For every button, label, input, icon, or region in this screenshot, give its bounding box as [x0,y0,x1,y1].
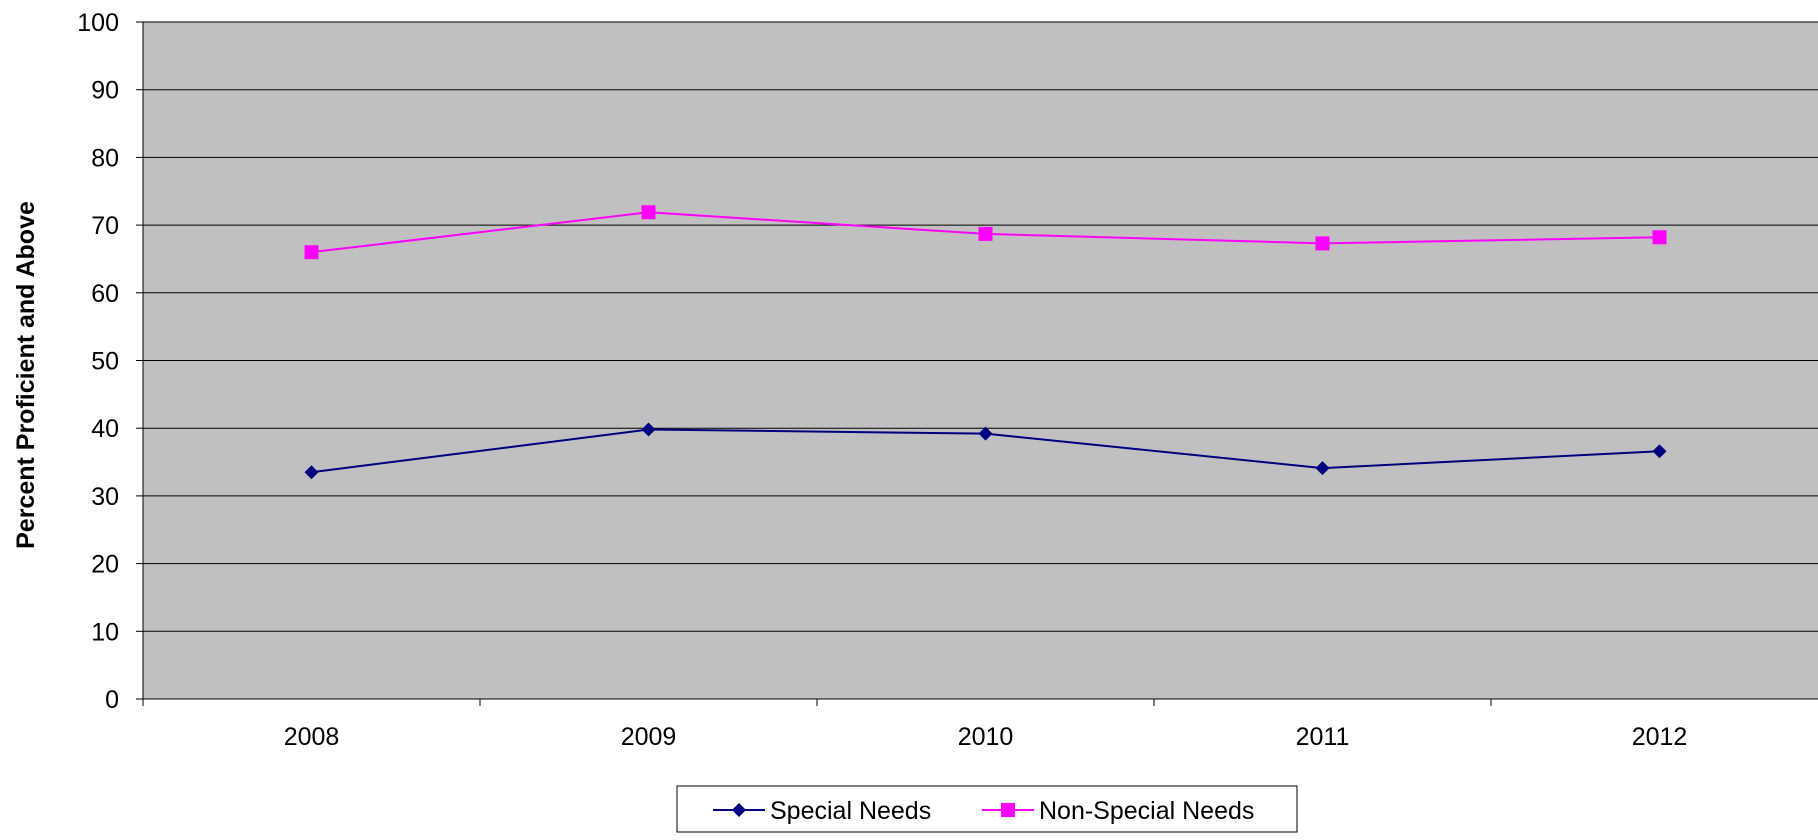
point-non-special-needs-2008 [304,245,319,260]
point-non-special-needs-2009 [641,205,656,220]
y-tick-label-50: 50 [91,348,119,376]
x-tick-label-2008: 2008 [284,723,340,751]
point-special-needs-2008 [304,465,319,480]
y-tick-label-40: 40 [91,415,119,443]
point-non-special-needs-2011 [1315,236,1330,251]
y-tick-label-80: 80 [91,144,119,172]
axes [136,21,1818,706]
legend-item-non-special-needs: Non-Special Needs [982,797,1254,825]
point-special-needs-2009 [641,422,656,437]
point-non-special-needs-2012 [1652,230,1667,245]
y-tick-label-70: 70 [91,212,119,240]
y-tick-label-10: 10 [91,618,119,646]
legend-label-non-special-needs: Non-Special Needs [1039,797,1254,825]
series-non-special-needs [304,205,1667,260]
y-tick-label-20: 20 [91,551,119,579]
x-tick-label-2011: 2011 [1296,723,1350,751]
point-special-needs-2011 [1315,461,1330,476]
tick-labels: 0 10 20 30 40 50 60 70 80 90 100 2008 2009 2010 2011 20… [77,9,1687,751]
point-special-needs-2012 [1652,444,1667,459]
series-special-needs [304,422,1667,480]
y-tick-label-60: 60 [91,280,119,308]
y-axis-title: Percent Proficient and Above [12,201,40,549]
legend-marker-special-needs [732,803,746,817]
y-tick-label-0: 0 [105,686,119,714]
x-tick-label-2012: 2012 [1632,723,1688,751]
legend: Special Needs Non-Special Needs [676,785,1298,833]
x-tick-label-2009: 2009 [621,723,677,751]
data-series [304,205,1667,480]
point-special-needs-2010 [978,426,993,441]
legend-item-special-needs: Special Needs [713,797,931,825]
legend-label-special-needs: Special Needs [770,797,931,825]
gridlines [143,21,1818,632]
y-tick-label-90: 90 [91,77,119,105]
x-tick-label-2010: 2010 [958,723,1014,751]
legend-marker-non-special-needs [1001,803,1015,817]
point-non-special-needs-2010 [978,226,993,241]
y-tick-label-30: 30 [91,483,119,511]
y-tick-label-100: 100 [77,9,119,37]
